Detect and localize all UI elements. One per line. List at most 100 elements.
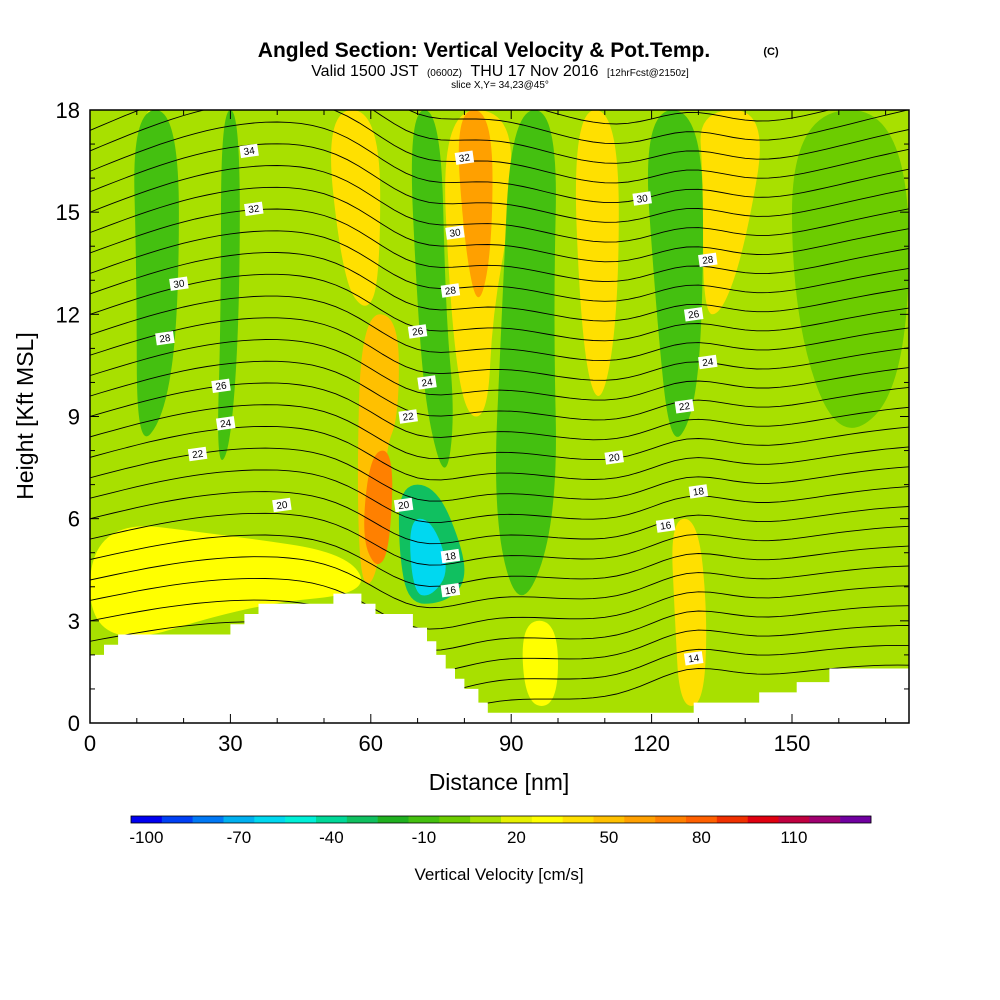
isentrope-line (90, 208, 909, 283)
colorbar-tick-label: 80 (692, 828, 711, 847)
theta-label: 14 (683, 651, 704, 666)
theta-label-text: 20 (397, 500, 410, 513)
theta-label-text: 30 (173, 278, 186, 291)
theta-label: 28 (440, 283, 461, 298)
colorbar-swatch (285, 816, 317, 823)
isentrope-line (90, 621, 909, 673)
colorbar-swatch (716, 816, 748, 823)
theta-label: 20 (393, 497, 414, 513)
colorbar-swatch (501, 816, 533, 823)
colorbar-swatch (131, 816, 163, 823)
theta-label: 26 (211, 378, 231, 394)
theta-label-bg (655, 518, 676, 533)
isentrope-line (90, 512, 909, 566)
theta-label-text: 24 (220, 418, 233, 431)
theta-label: 20 (604, 450, 624, 465)
isentrope-line (90, 491, 909, 545)
slice-label: slice X,Y= 34,23@45° (451, 80, 549, 91)
theta-label: 30 (169, 276, 189, 291)
colorbar-swatch (747, 816, 779, 823)
theta-label: 18 (688, 484, 709, 499)
theta-label-text: 22 (191, 449, 204, 462)
colorbar-swatch (686, 816, 718, 823)
velocity-region-2 (218, 110, 240, 460)
theta-label-bg (155, 331, 175, 346)
colorbar-swatch (377, 816, 409, 823)
colorbar-swatch (254, 816, 286, 823)
theta-label-text: 28 (444, 285, 457, 298)
isentrope-line (90, 230, 909, 302)
y-tick-label: 15 (56, 200, 80, 225)
colorbar-swatch (624, 816, 656, 823)
theta-label: 28 (698, 252, 718, 267)
isentrope-line (90, 165, 909, 243)
isentrope-line (90, 110, 909, 164)
theta-label-text: 24 (421, 377, 434, 390)
theta-label: 24 (215, 416, 236, 431)
y-tick-label: 18 (56, 98, 80, 123)
theta-label: 32 (244, 201, 264, 217)
chart-title-unit: (C) (763, 46, 779, 58)
theta-label-text: 26 (411, 326, 424, 339)
theta-label-bg (683, 651, 704, 666)
theta-label: 26 (407, 324, 428, 339)
theta-label-text: 18 (444, 551, 457, 564)
velocity-region-13 (647, 110, 704, 437)
velocity-regions (90, 110, 909, 706)
colorbar-tick-label: -100 (129, 828, 163, 847)
colorbar: -100 -70 -40 -10 20 50 80 110 (129, 815, 872, 847)
velocity-region-8 (410, 518, 446, 596)
theta-label-bg (604, 450, 624, 465)
theta-label-text: 24 (702, 357, 715, 370)
theta-label: 18 (440, 548, 461, 564)
theta-label-text: 28 (159, 333, 172, 346)
theta-label-text: 16 (444, 585, 457, 598)
colorbar-swatch (408, 816, 440, 823)
y-tick-label: 3 (68, 609, 80, 634)
x-axis-ticks: 0 30 60 90 120 150 (84, 110, 887, 756)
theta-label-bg (187, 446, 208, 462)
chart-title: Angled Section: Vertical Velocity & Pot.… (258, 39, 710, 62)
theta-label: 34 (239, 143, 259, 159)
isentrope-line (90, 469, 909, 523)
theta-label: 22 (187, 446, 208, 462)
theta-label-bg (683, 307, 704, 322)
theta-label-text: 34 (243, 146, 256, 159)
colorbar-swatch (192, 816, 224, 823)
theta-label-text: 26 (215, 381, 228, 394)
isentrope-line (90, 360, 909, 421)
theta-label-text: 32 (248, 204, 261, 217)
theta-label-text: 32 (458, 152, 471, 165)
x-tick-label: 90 (499, 731, 523, 756)
colorbar-swatch (439, 816, 471, 823)
velocity-region-6 (411, 110, 453, 468)
theta-label-bg (445, 225, 465, 240)
theta-label-bg (215, 416, 236, 431)
theta-label: 30 (632, 191, 652, 206)
theta-label: 28 (155, 331, 175, 346)
colorbar-swatch (470, 816, 502, 823)
theta-label-text: 18 (692, 486, 705, 499)
theta-label-bg (417, 375, 437, 390)
theta-label-bg (698, 354, 718, 370)
colorbar-swatch (809, 816, 841, 823)
subtitle-date: THU 17 Nov 2016 (470, 63, 598, 80)
x-tick-label: 150 (774, 731, 811, 756)
colorbar-tick-label: -40 (319, 828, 344, 847)
theta-label: 26 (683, 307, 704, 322)
colorbar-swatch (778, 816, 810, 823)
theta-label-bg (398, 409, 418, 424)
theta-label-text: 14 (688, 653, 701, 666)
theta-label-text: 20 (608, 452, 621, 465)
colorbar-swatch (316, 816, 348, 823)
theta-label: 16 (655, 518, 676, 533)
contour-labels: 34 32 32 30 30 30 28 28 28 26 26 26 24 24 24 22 22 22 20 20… (155, 143, 718, 666)
theta-label-bg (688, 484, 709, 499)
theta-label: 20 (272, 497, 292, 512)
y-tick-label: 12 (56, 302, 80, 327)
theta-label-bg (440, 283, 461, 298)
isentrope-line (90, 317, 909, 381)
isentrope-line (90, 404, 909, 461)
chart-subtitle: Valid 1500 JST (0600Z) THU 17 Nov 2016 [… (311, 63, 689, 80)
